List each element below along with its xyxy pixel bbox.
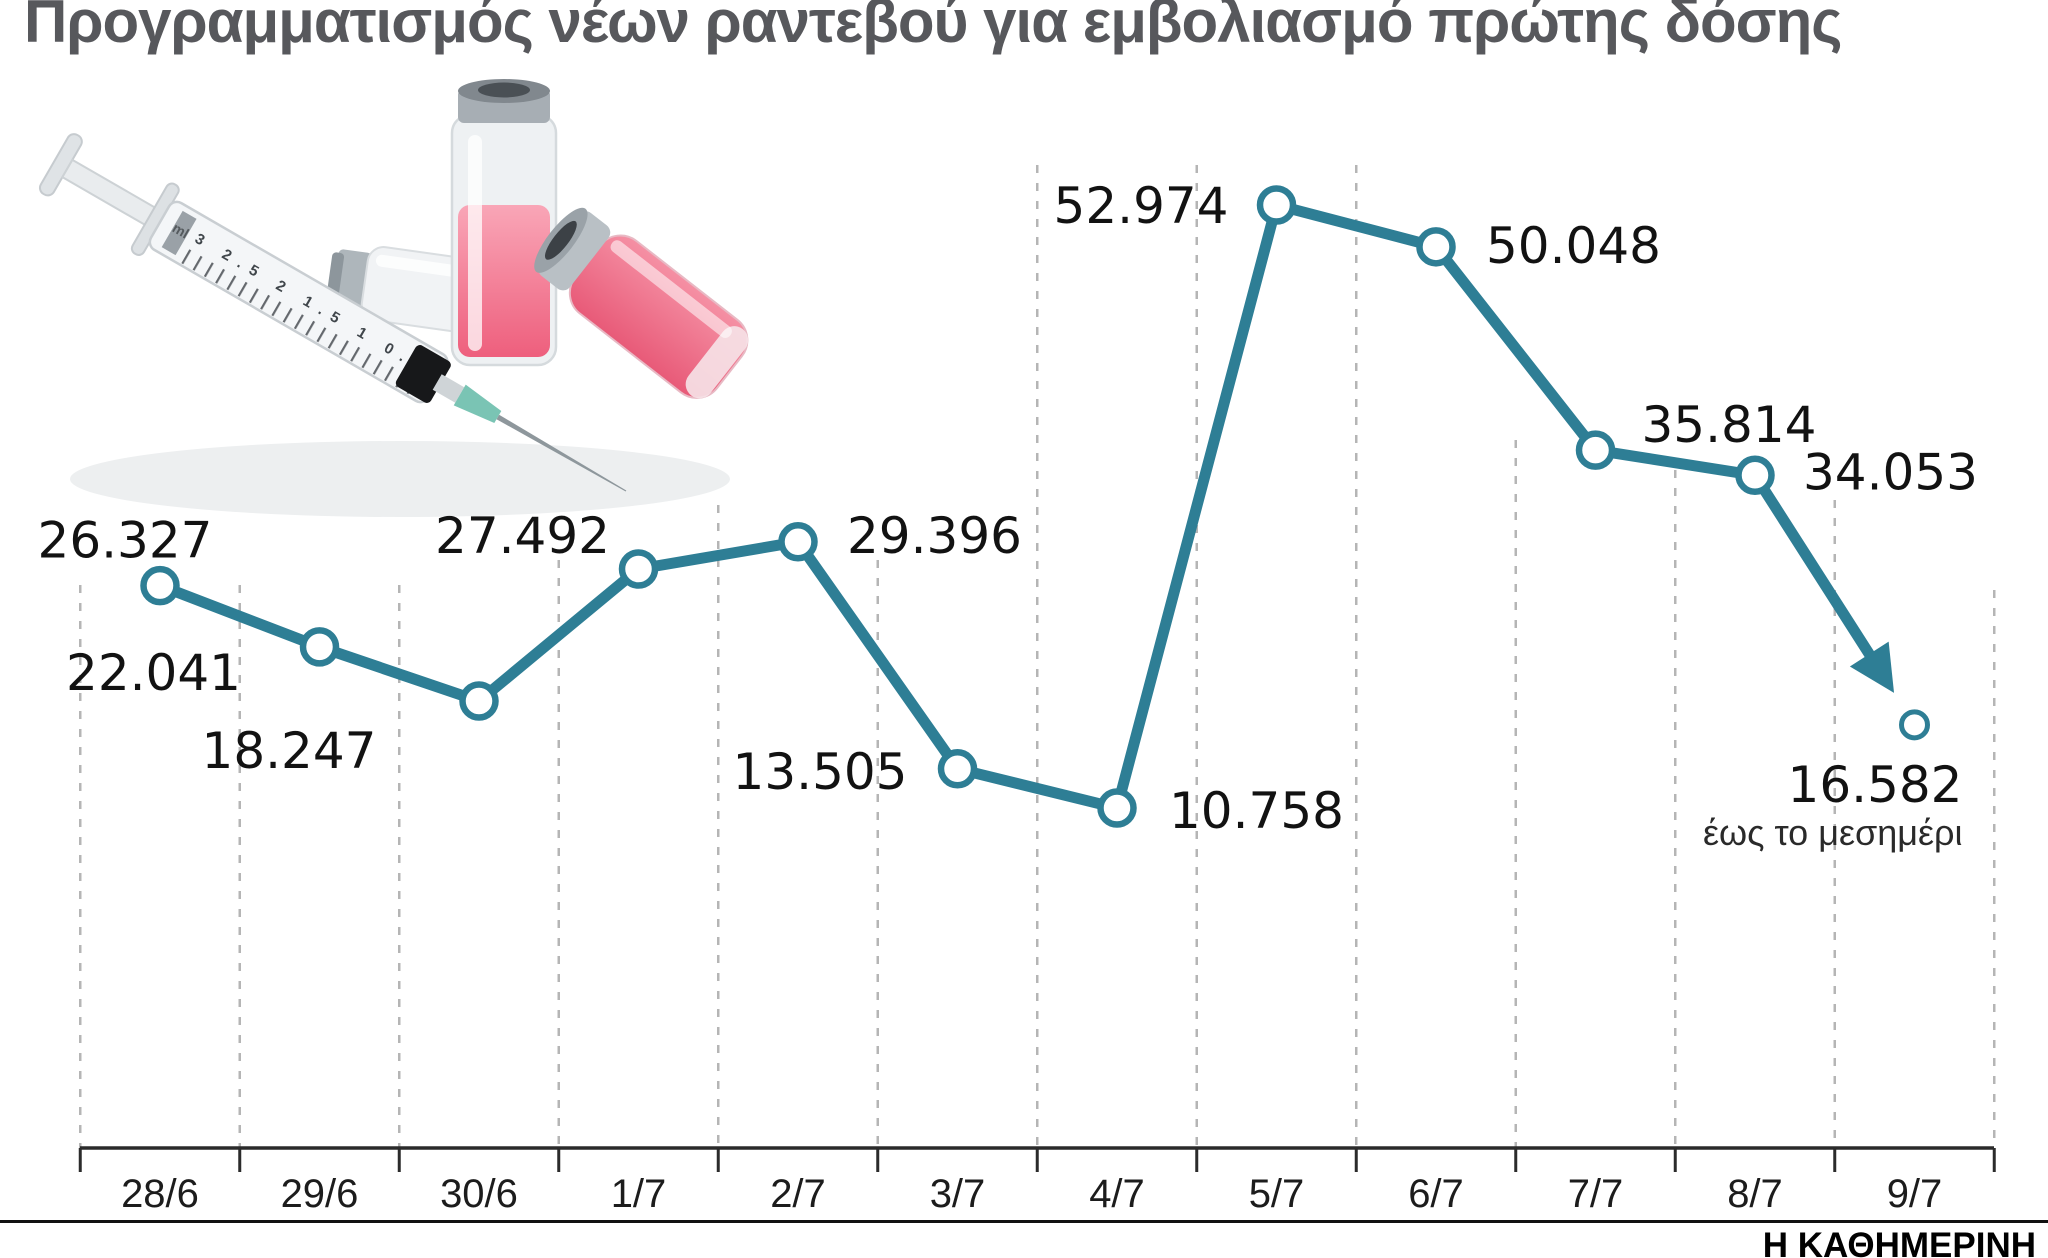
x-axis-label: 30/6: [440, 1172, 518, 1216]
syringe-ml-label: ml: [170, 219, 192, 241]
value-label: 52.974: [1054, 177, 1229, 235]
data-point: [1416, 227, 1456, 267]
last-point-note: έως το μεσημέρι: [1703, 812, 1963, 853]
data-point: [459, 681, 499, 721]
vial-upright-icon: [450, 79, 558, 367]
x-axis-label: 6/7: [1408, 1172, 1464, 1216]
publisher-logo: Η ΚΑΘΗΜΕΡΙΝΗ: [1762, 1226, 2036, 1258]
data-point: [618, 549, 659, 589]
data-point: [1097, 788, 1137, 828]
value-label: 18.247: [202, 722, 377, 780]
x-axis-label: 8/7: [1727, 1172, 1783, 1216]
value-label: 29.396: [847, 507, 1022, 565]
x-axis-label: 2/7: [770, 1172, 826, 1216]
value-label: 50.048: [1486, 217, 1661, 275]
data-point: [1899, 709, 1930, 741]
data-point: [140, 565, 180, 606]
x-axis-label: 9/7: [1887, 1172, 1943, 1216]
x-axis-label: 4/7: [1089, 1172, 1145, 1216]
data-point: [1256, 185, 1297, 225]
data-point: [1735, 455, 1775, 496]
trend-arrowhead: [1849, 641, 1895, 693]
x-axis-label: 7/7: [1568, 1172, 1624, 1216]
value-label: 10.758: [1169, 782, 1344, 840]
syringe-vials-photo: ml 3 2.5 2 1.5 1 0.5: [20, 55, 780, 535]
data-point: [778, 522, 818, 562]
value-label: 35.814: [1642, 396, 1817, 454]
data-point: [937, 749, 978, 789]
value-label: 22.041: [66, 644, 241, 702]
vial-lying-icon: [534, 207, 749, 399]
chart-title: Προγραμματισμός νέων ραντεβού για εμβολι…: [24, 0, 1843, 55]
footer-divider: [0, 1220, 2048, 1223]
value-label: 27.492: [435, 507, 610, 565]
value-label: 26.327: [38, 512, 213, 570]
photo-shadow: [70, 441, 730, 517]
data-point: [299, 627, 340, 667]
x-axis-label: 29/6: [281, 1172, 359, 1216]
value-label: 13.505: [733, 743, 908, 801]
x-axis-label: 28/6: [121, 1172, 199, 1216]
trend-arrow-shaft: [1749, 469, 1884, 674]
x-axis-label: 3/7: [930, 1172, 986, 1216]
value-label: 16.582: [1788, 756, 1963, 814]
data-point: [1575, 430, 1616, 470]
value-label: 34.053: [1803, 443, 1978, 501]
x-axis-label: 1/7: [611, 1172, 667, 1216]
x-axis-label: 5/7: [1249, 1172, 1305, 1216]
